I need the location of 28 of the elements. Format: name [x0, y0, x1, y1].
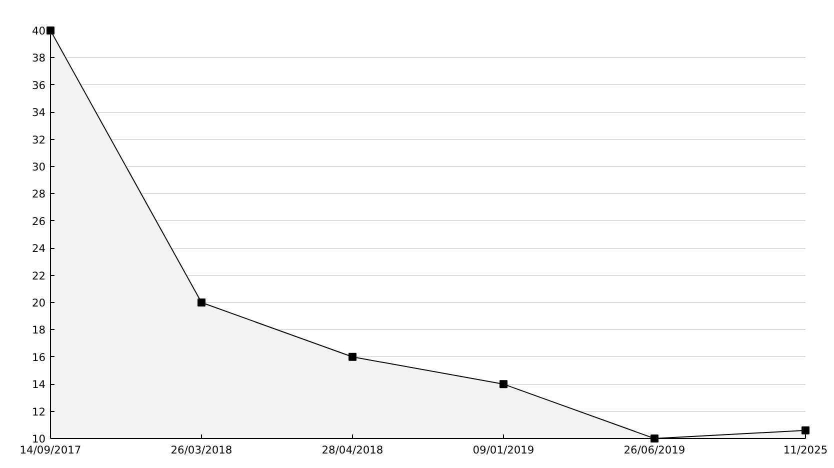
y-tick-label: 16	[32, 350, 46, 364]
y-tick-label: 36	[32, 78, 46, 92]
y-tick-label: 22	[32, 269, 46, 282]
x-tick-label: 11/2025	[783, 444, 828, 456]
y-tick-label: 20	[32, 296, 46, 310]
y-tick-label: 12	[32, 405, 46, 418]
y-tick-label: 10	[32, 432, 46, 446]
y-tick-label: 28	[32, 188, 46, 201]
y-tick-label: 34	[32, 106, 46, 120]
point	[500, 380, 508, 388]
y-tick-label: 32	[32, 133, 46, 146]
x-tick-label: 26/03/2018	[170, 444, 232, 456]
y-tick-label: 24	[32, 242, 46, 256]
point	[802, 426, 810, 434]
y-tick-label: 38	[32, 52, 46, 65]
y-tick-label: 14	[32, 378, 46, 392]
y-tick-label: 26	[32, 214, 46, 228]
x-tick-label: 26/06/2019	[624, 444, 686, 456]
x-tick-label: 09/01/2019	[472, 444, 534, 456]
y-tick-label: 30	[32, 160, 46, 174]
point	[650, 434, 658, 442]
point	[46, 26, 54, 34]
point	[198, 298, 206, 306]
point	[348, 352, 356, 361]
y-tick-label: 40	[32, 24, 46, 38]
y-tick-label: 18	[32, 324, 46, 337]
x-tick-label: 14/09/2017	[20, 444, 82, 456]
x-tick-label: 28/04/2018	[322, 444, 384, 456]
